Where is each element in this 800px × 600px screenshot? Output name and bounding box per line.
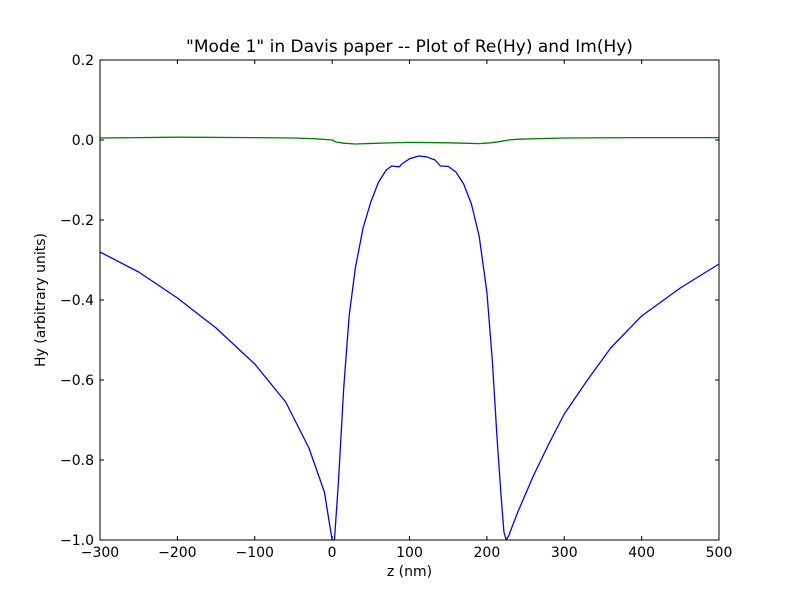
chart-title: "Mode 1" in Davis paper -- Plot of Re(Hy… [186,37,633,57]
series-line-1 [99,155,720,541]
x-tick-label: −300 [81,545,119,561]
x-tick-label: −200 [158,545,196,561]
y-tick-label: −0.4 [60,293,94,309]
x-tick-label: 0 [328,545,337,561]
x-tick-label: 500 [706,545,733,561]
y-tick-label: −0.8 [60,453,94,469]
y-tick-label: −0.6 [60,373,94,389]
y-tick-label: 0.0 [72,133,94,149]
x-tick-label: 300 [551,545,578,561]
y-tick-label: −1.0 [60,533,94,549]
plot-area [100,60,719,540]
y-axis-label: Hy (arbitrary units) [33,233,49,367]
y-tick-label: 0.2 [72,53,94,69]
ticks-layer: −300 −200 −100 0 100 200 300 400 500 0.2 0.0 −0.2 −0… [60,53,732,561]
x-tick-label: 200 [474,545,501,561]
x-tick-label: 400 [628,545,655,561]
series-layer [99,136,720,541]
y-tick-label: −0.2 [60,213,94,229]
series-line-2 [99,136,719,145]
x-tick-label: 100 [396,545,423,561]
x-axis-label: z (nm) [387,564,432,580]
x-tick-label: −100 [236,545,274,561]
